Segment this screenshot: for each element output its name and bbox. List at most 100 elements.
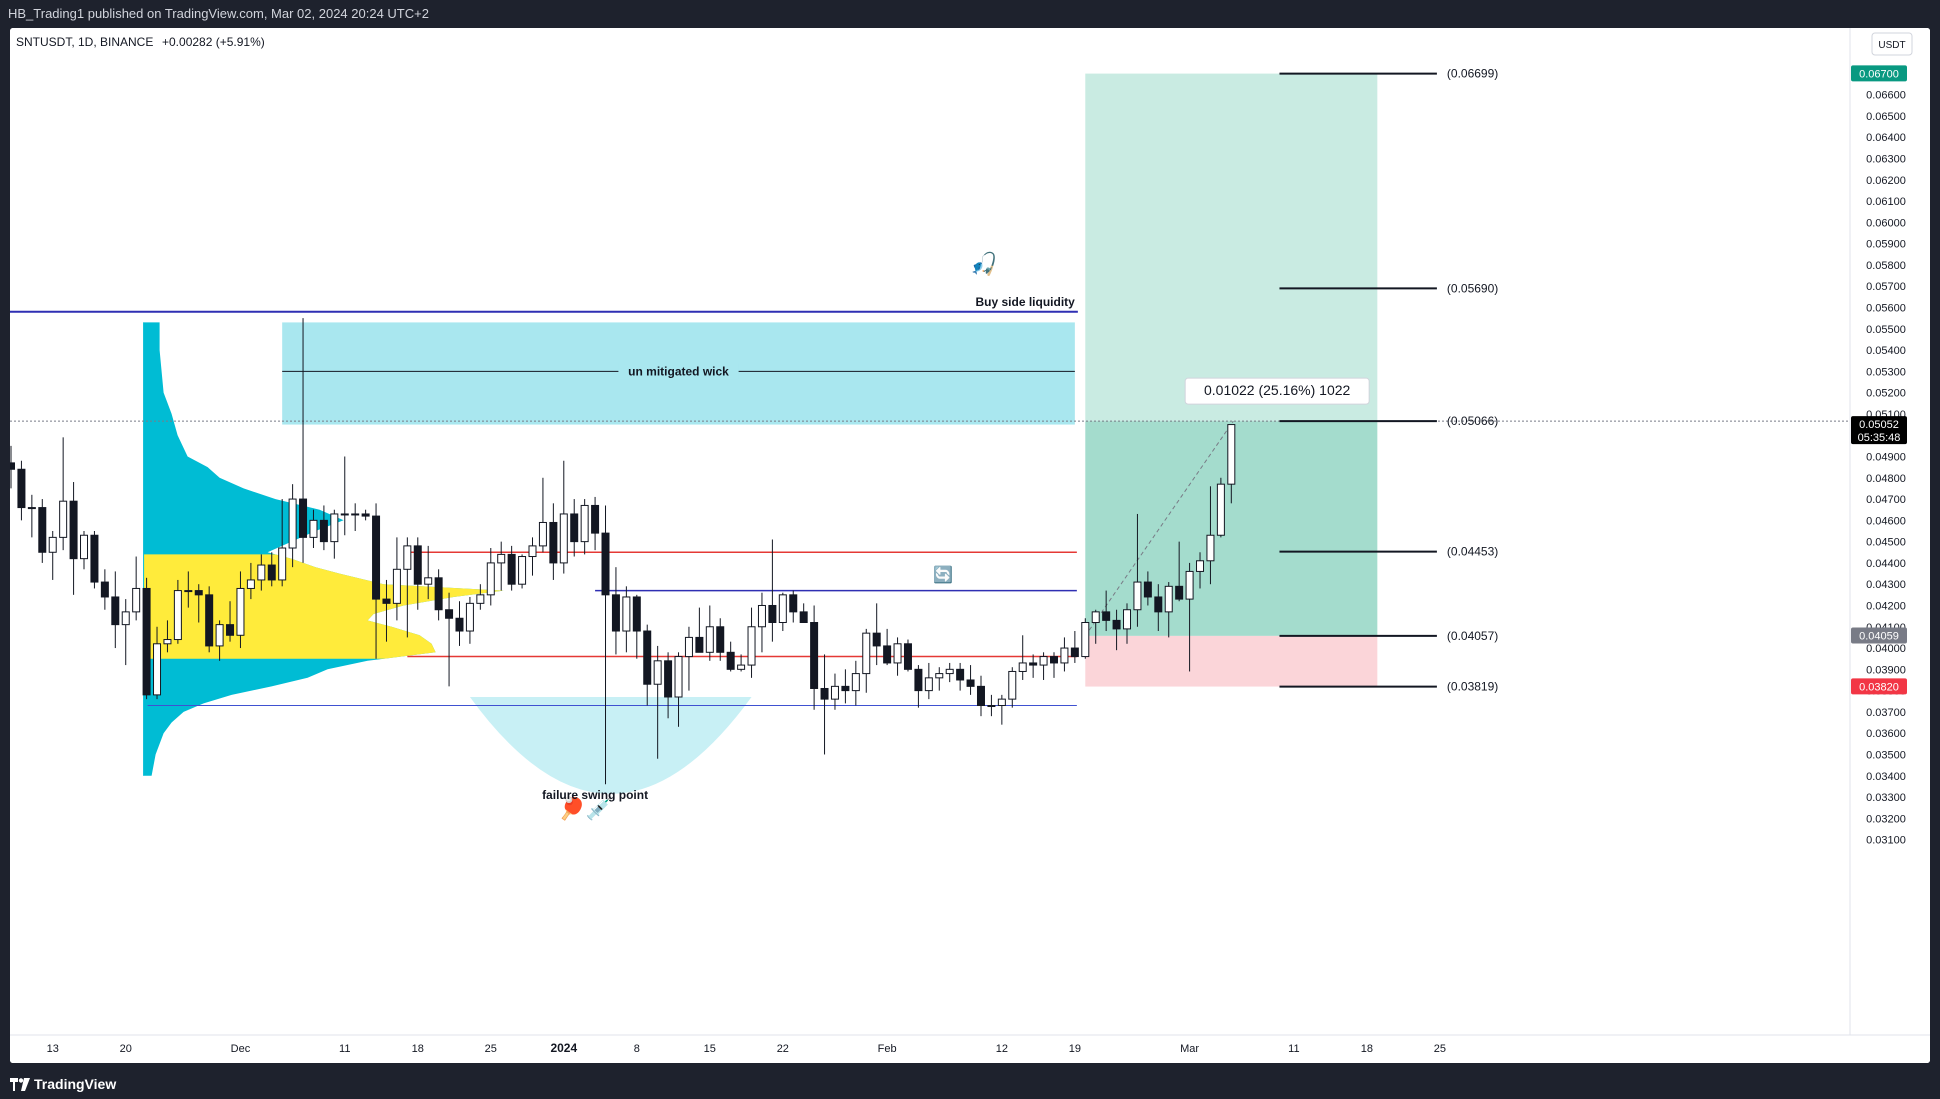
candle — [705, 605, 714, 661]
candle — [632, 594, 641, 659]
candle-body — [851, 673, 860, 692]
y-tick-label: 0.06600 — [1866, 90, 1906, 102]
candle-body — [361, 513, 370, 517]
candle — [476, 584, 485, 610]
candle — [90, 530, 99, 589]
y-tick-label: 0.05400 — [1866, 345, 1906, 357]
measure-tooltip-text: 0.01022 (25.16%) 1022 — [1204, 382, 1351, 398]
candle-body — [653, 660, 662, 685]
candle-body — [528, 545, 537, 558]
price-tag-label: 0.06700 — [1859, 68, 1899, 80]
candle — [1206, 486, 1215, 585]
y-axis-background — [1850, 28, 1930, 1035]
x-tick-label: 13 — [47, 1043, 59, 1055]
candle — [1039, 652, 1048, 680]
candle-body — [956, 668, 965, 681]
candle — [1029, 654, 1038, 678]
candle-body — [1185, 570, 1194, 600]
candles — [10, 318, 1236, 785]
candle — [340, 456, 349, 536]
y-tick-label: 0.05600 — [1866, 303, 1906, 315]
candle — [580, 499, 589, 555]
y-tick-label: 0.04900 — [1866, 451, 1906, 463]
candle-body — [976, 685, 985, 707]
candle-body — [872, 632, 881, 647]
candle — [497, 541, 506, 591]
candle-body — [194, 590, 203, 596]
candlestick-chart[interactable]: un mitigated wick Buy side liquidity (0.… — [10, 28, 1930, 1063]
candle — [1091, 609, 1100, 644]
candle — [851, 660, 860, 706]
candle — [100, 569, 109, 610]
candle — [611, 567, 620, 655]
y-tick-label: 0.03500 — [1866, 749, 1906, 761]
candle — [1175, 541, 1184, 602]
candle-body — [163, 639, 172, 645]
candle-body — [924, 677, 933, 692]
position-level-label: (0.06699) — [1447, 67, 1498, 81]
y-tick-label: 0.06000 — [1866, 217, 1906, 229]
failure-swing-label: failure swing point — [542, 788, 648, 802]
candle-body — [664, 660, 673, 698]
candle — [1143, 571, 1152, 606]
candle-body — [1154, 596, 1163, 613]
candle — [747, 607, 756, 678]
candle — [737, 654, 746, 672]
candle-body — [726, 651, 735, 670]
plot-background — [10, 28, 1930, 1063]
candle — [684, 626, 693, 691]
candle — [1216, 477, 1225, 538]
candle-body — [142, 587, 151, 696]
x-tick-label: 20 — [120, 1043, 132, 1055]
candle-body — [424, 577, 433, 585]
candle-body — [674, 656, 683, 698]
candle-body — [100, 581, 109, 598]
candle — [403, 537, 412, 638]
candle — [799, 603, 808, 624]
candle — [486, 548, 495, 606]
candle-body — [1070, 647, 1079, 658]
y-tick-label: 0.04000 — [1866, 643, 1906, 655]
symbol-legend: SNTUSDT, 1D, BINANCE +0.00282 (+5.91%) — [16, 35, 265, 49]
candle-body — [893, 643, 902, 664]
candle — [184, 571, 193, 608]
candle-body — [80, 534, 89, 560]
candle — [966, 665, 975, 695]
candle-body — [507, 553, 516, 585]
x-axis-background — [10, 1035, 1930, 1063]
candle-body — [570, 513, 579, 543]
candle-body — [372, 515, 381, 600]
position-level-label: (0.05690) — [1447, 281, 1498, 295]
candle — [465, 596, 474, 644]
candle — [862, 628, 871, 693]
y-tick-label: 0.05500 — [1866, 324, 1906, 336]
candle — [1185, 562, 1194, 672]
candle-body — [90, 534, 99, 583]
candle-body — [299, 498, 308, 538]
candle-body — [226, 624, 235, 636]
candle — [559, 460, 568, 574]
candle-body — [330, 513, 339, 543]
candle — [956, 662, 965, 691]
candle-body — [862, 632, 871, 675]
candle-body — [17, 468, 26, 509]
candle-body — [883, 645, 892, 664]
fishing-icon: 🎣 — [970, 249, 997, 276]
candle — [215, 620, 224, 661]
candle — [267, 552, 276, 587]
candle-body — [1164, 585, 1173, 613]
y-tick-label: 0.06200 — [1866, 175, 1906, 187]
candle-body — [27, 507, 36, 510]
x-tick-label: Feb — [878, 1043, 897, 1055]
x-tick-label: 18 — [412, 1043, 424, 1055]
currency-badge[interactable]: USDT — [1871, 32, 1913, 56]
buy-side-liquidity-label: Buy side liquidity — [976, 295, 1076, 309]
candle — [236, 571, 245, 649]
candle — [653, 645, 662, 759]
chart-area[interactable]: un mitigated wick Buy side liquidity (0.… — [10, 28, 1930, 1063]
candle — [153, 626, 162, 700]
candle-body — [1050, 656, 1058, 664]
candle-body — [1008, 670, 1017, 700]
candle — [987, 694, 996, 717]
candle — [570, 499, 579, 557]
